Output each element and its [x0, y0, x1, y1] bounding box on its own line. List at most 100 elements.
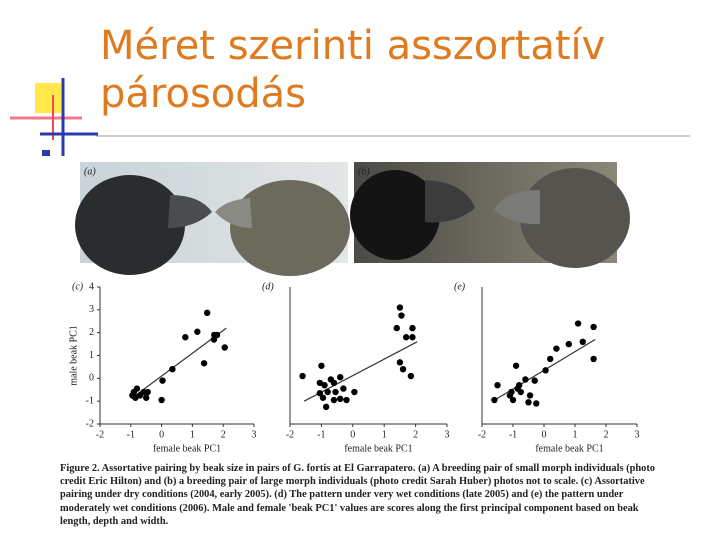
- y-tick-label: 0: [89, 373, 94, 384]
- x-tick-label: -2: [96, 429, 104, 440]
- bird-head: [230, 180, 350, 276]
- bird-head: [520, 168, 630, 268]
- scatter-chart: (d) -2 -1 0 1 2 3 female beak PC1: [262, 281, 450, 454]
- data-point: [343, 396, 350, 404]
- x-tick-label: 3: [445, 429, 450, 440]
- x-tick-label: 2: [604, 429, 609, 440]
- x-tick-label: 2: [221, 429, 226, 440]
- scatter-chart: (e) -2 -1 0 1 2 3 female beak PC1: [454, 281, 640, 454]
- scatter-chart: (c) -2 -1 0 1 2 3 -2 -1 0 1 2 3 4 female beak PC1 male …: [68, 281, 256, 454]
- data-point: [590, 323, 597, 331]
- data-point: [512, 362, 520, 369]
- data-point: [531, 377, 538, 384]
- data-point: [169, 366, 176, 373]
- data-point: [299, 372, 306, 380]
- x-tick-label: 3: [252, 429, 257, 440]
- data-point: [316, 389, 324, 397]
- x-tick-label: 1: [382, 429, 387, 440]
- data-point: [491, 396, 498, 404]
- data-point: [565, 340, 572, 348]
- data-point: [542, 367, 549, 374]
- data-point: [533, 400, 540, 407]
- data-point: [321, 381, 328, 389]
- data-point: [547, 355, 554, 363]
- x-tick-label: -2: [286, 429, 294, 440]
- data-point: [200, 360, 208, 367]
- bird-head: [350, 170, 440, 260]
- panel-label: (c): [72, 281, 84, 292]
- beak: [215, 198, 252, 228]
- data-point: [159, 377, 166, 384]
- x-axis-label: female beak PC1: [153, 443, 221, 454]
- x-tick-label: 0: [350, 429, 355, 440]
- x-tick-label: 0: [159, 429, 164, 440]
- x-tick-label: 3: [635, 429, 640, 440]
- x-tick-label: -1: [509, 429, 517, 440]
- trend-line: [131, 327, 227, 399]
- data-point: [409, 324, 416, 332]
- data-point: [398, 312, 405, 319]
- data-point: [332, 388, 339, 396]
- x-tick-label: 1: [190, 429, 195, 440]
- data-point: [324, 388, 331, 396]
- data-point: [330, 379, 338, 387]
- data-point: [221, 344, 228, 351]
- data-point: [396, 359, 404, 366]
- x-tick-label: -1: [317, 429, 325, 440]
- data-point: [340, 385, 347, 392]
- x-tick-label: 1: [573, 429, 578, 440]
- data-point: [509, 396, 517, 404]
- panel-label: (d): [262, 281, 274, 292]
- data-point: [402, 334, 410, 341]
- x-tick-label: 2: [413, 429, 418, 440]
- data-point: [574, 320, 582, 327]
- data-point: [130, 388, 138, 396]
- data-point: [318, 362, 325, 369]
- data-point: [319, 394, 327, 401]
- y-tick-label: -2: [86, 418, 94, 429]
- data-point: [526, 392, 534, 399]
- data-point: [590, 355, 597, 363]
- data-point: [194, 328, 201, 335]
- photo-label: (b): [358, 166, 370, 177]
- photo-a: (a): [75, 162, 350, 276]
- x-axis-label: female beak PC1: [344, 443, 412, 454]
- data-point: [213, 331, 221, 339]
- y-tick-label: 1: [89, 350, 94, 361]
- data-point: [182, 334, 189, 341]
- deco-square: [42, 150, 50, 156]
- data-point: [393, 324, 400, 332]
- data-point: [522, 376, 529, 383]
- beak: [425, 180, 475, 223]
- y-tick-label: 2: [89, 327, 94, 338]
- bird-head: [75, 175, 185, 275]
- data-point: [579, 338, 586, 345]
- panel-label: (e): [454, 281, 466, 292]
- photo-label: (a): [84, 166, 96, 177]
- data-point: [144, 388, 151, 396]
- data-point: [396, 304, 404, 311]
- data-point: [494, 381, 501, 389]
- x-tick-label: 0: [542, 429, 547, 440]
- data-point: [409, 334, 416, 341]
- data-point: [158, 396, 165, 404]
- y-tick-label: 3: [89, 304, 94, 315]
- x-tick-label: -1: [127, 429, 135, 440]
- data-point: [337, 373, 344, 381]
- deco-square: [35, 83, 61, 113]
- data-point: [322, 403, 330, 411]
- x-axis-label: female beak PC1: [535, 443, 603, 454]
- data-point: [506, 392, 514, 399]
- data-point: [337, 395, 344, 403]
- data-point: [210, 336, 218, 343]
- photo-b: (b): [350, 162, 630, 268]
- figure-caption: Figure 2. Assortative pairing by beak si…: [60, 463, 655, 527]
- data-point: [143, 394, 150, 401]
- data-point: [407, 372, 415, 380]
- trend-line: [303, 341, 418, 402]
- data-point: [132, 394, 139, 401]
- x-tick-label: -2: [478, 429, 486, 440]
- data-point: [517, 388, 524, 396]
- data-point: [330, 396, 338, 404]
- data-point: [399, 366, 407, 373]
